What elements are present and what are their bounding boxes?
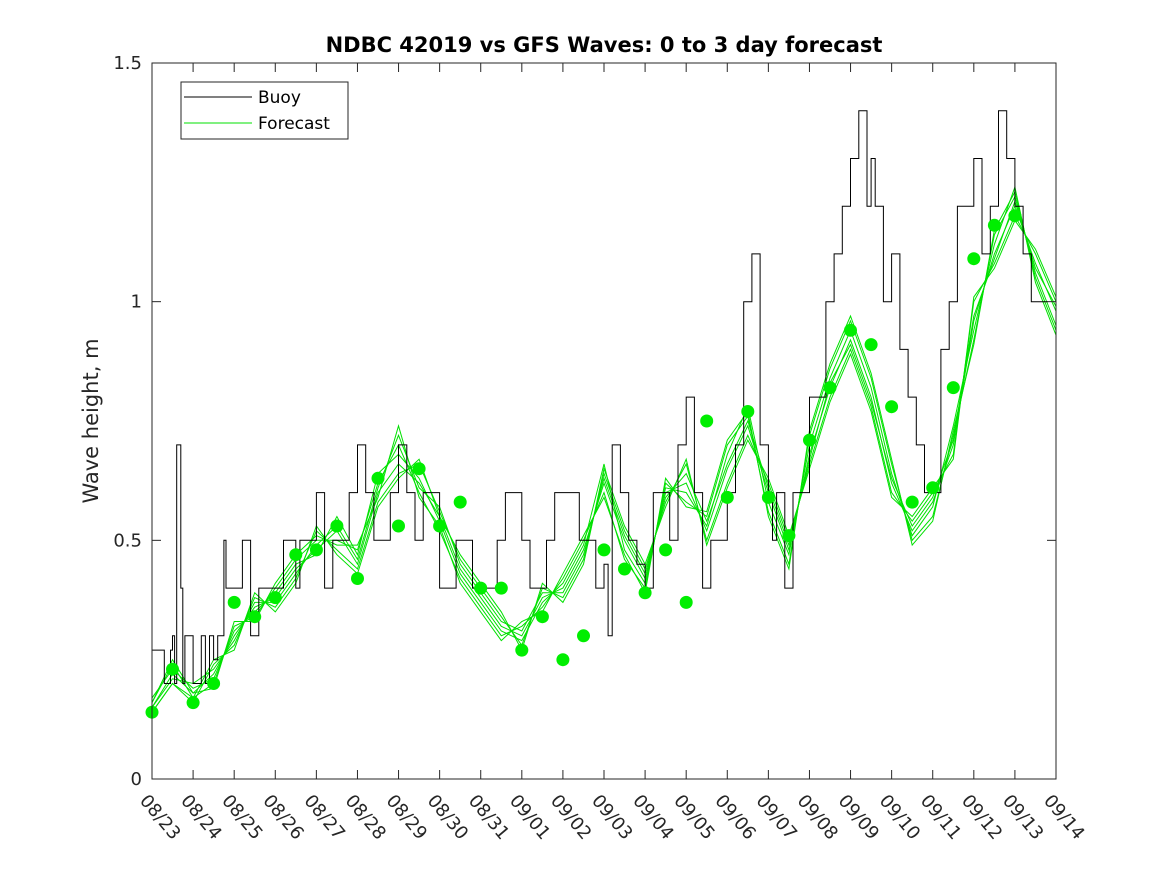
- forecast-marker: [392, 519, 405, 533]
- forecast-marker: [803, 433, 816, 447]
- y-axis: 0 0.5 1 1.5: [113, 53, 1056, 790]
- forecast-marker: [1008, 209, 1022, 223]
- legend: Buoy Forecast: [180, 81, 349, 140]
- forecast-marker: [351, 572, 364, 585]
- forecast-marker: [227, 595, 241, 609]
- forecast-marker: [823, 381, 837, 395]
- forecast-line-3: [151, 214, 1057, 713]
- forecast-marker: [166, 662, 179, 676]
- forecast-marker: [556, 653, 570, 667]
- forecast-marker: [535, 610, 549, 624]
- forecast-marker: [515, 643, 529, 657]
- forecast-marker: [967, 252, 981, 266]
- forecast-marker: [782, 529, 796, 543]
- legend-buoy-label: Buoy: [258, 88, 301, 108]
- y-axis-label: Wave height, m: [79, 338, 103, 503]
- forecast-marker: [433, 519, 447, 533]
- forecast-marker: [248, 610, 262, 624]
- forecast-marker: [905, 495, 919, 509]
- buoy-line: [152, 110, 1048, 684]
- forecast-marker: [268, 591, 282, 605]
- forecast-marker: [700, 414, 714, 428]
- forecast-marker: [761, 490, 775, 504]
- forecast-line-6: [151, 190, 1057, 703]
- forecast-marker: [412, 462, 426, 476]
- forecast-marker: [330, 519, 344, 533]
- legend-box: [180, 81, 349, 140]
- forecast-marker: [885, 400, 899, 414]
- forecast-marker: [659, 543, 673, 557]
- chart-title: NDBC 42019 vs GFS Waves: 0 to 3 day fore…: [326, 33, 883, 57]
- forecast-marker: [720, 490, 734, 504]
- y-tick-label: 0: [131, 769, 142, 790]
- forecast-marker: [207, 677, 221, 690]
- forecast-marker: [864, 338, 878, 352]
- forecast-marker: [289, 548, 303, 562]
- forecast-marker: [679, 595, 693, 609]
- y-tick-label: 0.5: [113, 530, 142, 551]
- forecast-marker: [494, 581, 508, 595]
- forecast-line-7: [151, 219, 1057, 713]
- forecast-marker: [186, 696, 200, 710]
- y-tick-label: 1: [131, 292, 142, 313]
- forecast-marker: [577, 629, 590, 643]
- legend-forecast-label: Forecast: [258, 114, 330, 134]
- forecast-marker: [987, 218, 1001, 232]
- forecast-marker: [309, 543, 323, 557]
- forecast-marker: [371, 471, 385, 485]
- forecast-marker: [474, 581, 488, 595]
- forecast-marker: [741, 405, 755, 418]
- forecast-marker: [638, 586, 652, 600]
- forecast-marker: [926, 481, 940, 495]
- plot-area: [152, 63, 1056, 779]
- forecast-marker: [946, 381, 960, 395]
- forecast-marker: [597, 543, 611, 557]
- forecast-marker: [618, 562, 631, 576]
- forecast-marker: [453, 495, 467, 509]
- forecast-marker: [844, 323, 857, 337]
- y-tick-label: 1.5: [113, 53, 142, 74]
- series-lines: [151, 110, 1057, 713]
